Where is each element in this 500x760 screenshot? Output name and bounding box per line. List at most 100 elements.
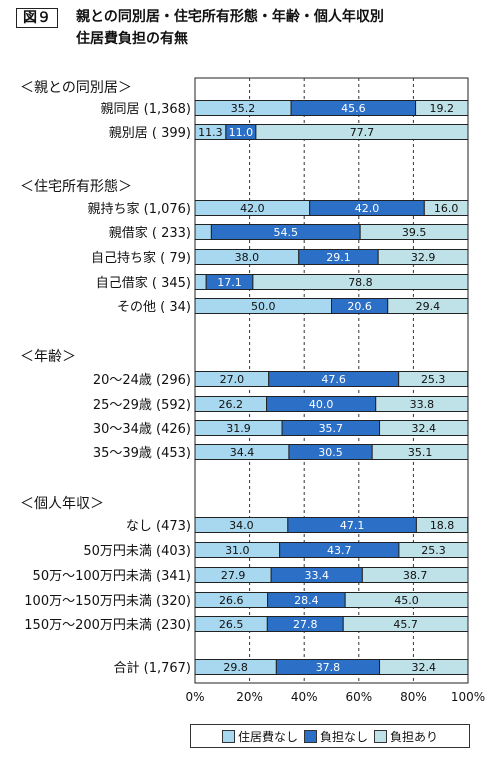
bar-segment: [194, 274, 207, 290]
data-label: 29.8: [223, 661, 248, 674]
row-label: 20～24歳 (296): [93, 373, 191, 388]
bar-segment: [415, 100, 469, 116]
row-label: 親持ち家 (1,076): [88, 201, 192, 217]
x-tick-label: 20%: [236, 690, 263, 704]
data-label: 29.1: [326, 251, 351, 264]
row-label: 親別居 ( 399): [109, 126, 191, 141]
row-label: 自己持ち家 ( 79): [91, 250, 191, 266]
data-label: 45.0: [394, 594, 419, 607]
data-label: 26.2: [219, 398, 244, 411]
x-tick-label: 60%: [345, 690, 372, 704]
data-label: 47.6: [321, 373, 346, 386]
bar-segment: [359, 224, 469, 240]
legend-item-none: 住居費なし: [221, 728, 298, 745]
bar-segment: [379, 659, 469, 675]
data-label: 45.6: [341, 102, 366, 115]
data-label: 50.0: [251, 300, 276, 313]
row-label: 親借家 ( 233): [109, 225, 191, 241]
row-label: 自己借家 ( 345): [96, 275, 191, 291]
bar-segment: [361, 567, 469, 583]
data-label: 37.8: [316, 661, 341, 674]
x-tick-label: 0%: [185, 690, 204, 704]
x-tick-label: 40%: [291, 690, 318, 704]
row-label: なし (473): [126, 519, 191, 534]
data-label: 39.5: [402, 226, 427, 239]
row-label: 150万～200万円未満 (230): [24, 618, 191, 633]
data-label: 77.7: [350, 126, 375, 139]
bar-segment: [371, 444, 469, 460]
bar-segment: [344, 592, 469, 608]
data-label: 29.4: [416, 300, 441, 313]
data-label: 40.0: [309, 398, 334, 411]
data-label: 33.8: [410, 398, 435, 411]
data-label: 38.7: [403, 569, 428, 582]
legend-swatch-burden: [374, 729, 387, 743]
data-label: 31.9: [226, 422, 251, 435]
data-label: 26.5: [219, 618, 244, 631]
row-label: 50万円未満 (403): [83, 544, 191, 559]
legend-item-burden: 負担あり: [374, 728, 438, 745]
row-label: 親同居 (1,368): [101, 102, 192, 117]
bar-segment: [194, 224, 212, 240]
legend-label-burden: 負担あり: [390, 729, 439, 744]
data-label: 32.9: [411, 251, 436, 264]
data-label: 30.5: [318, 446, 343, 459]
data-label: 27.8: [293, 618, 318, 631]
x-tick-label: 80%: [400, 690, 427, 704]
group-heading: ＜個人年収＞: [20, 496, 104, 512]
legend: 住居費なし 負担なし 負担あり: [190, 724, 470, 748]
data-label: 25.3: [421, 373, 446, 386]
data-label: 78.8: [348, 276, 373, 289]
data-label: 26.6: [219, 594, 244, 607]
row-label: 35～39歳 (453): [93, 446, 191, 461]
group-heading: ＜住宅所有形態＞: [20, 179, 132, 195]
legend-label-no-burden: 負担なし: [319, 729, 368, 744]
data-label: 17.1: [217, 276, 242, 289]
data-label: 33.4: [305, 569, 330, 582]
data-label: 42.0: [240, 202, 265, 215]
data-label: 31.0: [225, 544, 250, 557]
data-label: 45.7: [393, 618, 418, 631]
stacked-bar-chart: 0% 20% 40% 60% 80% 100% ＜親との同別居＞ 親同居 (1,368) 35.…: [20, 77, 485, 704]
legend-item-no-burden: 負担なし: [303, 728, 368, 745]
data-label: 16.0: [434, 202, 459, 215]
data-label: 27.0: [220, 373, 245, 386]
data-label: 28.4: [294, 594, 319, 607]
legend-label-none: 住居費なし: [237, 729, 298, 744]
row-label: 50万～100万円未満 (341): [33, 569, 191, 584]
data-label: 25.3: [421, 544, 446, 557]
row-label: その他 ( 34): [117, 300, 191, 315]
row-label: 合計 (1,767): [114, 660, 192, 676]
data-label: 42.0: [355, 202, 380, 215]
chart-title-line2: 住居費負担の有無: [76, 31, 188, 47]
data-label: 32.4: [412, 661, 437, 674]
bar-segment: [398, 371, 469, 387]
data-label: 47.1: [340, 519, 365, 532]
x-tick-label: 100%: [451, 690, 485, 704]
group-heading: ＜年齢＞: [20, 349, 76, 365]
bar-segment: [342, 616, 469, 632]
bar-segment: [387, 298, 469, 314]
data-label: 20.6: [347, 300, 372, 313]
row-label: 30～34歳 (426): [93, 422, 191, 437]
row-label: 100万～150万円未満 (320): [24, 594, 191, 609]
bar-segment: [375, 396, 469, 412]
data-label: 19.2: [430, 102, 455, 115]
data-label: 34.4: [230, 446, 255, 459]
bar-segment: [423, 200, 469, 216]
data-label: 35.7: [319, 422, 344, 435]
bar-segment: [377, 249, 469, 265]
legend-swatch-no-burden: [303, 729, 317, 743]
data-label: 11.3: [198, 126, 223, 139]
data-label: 35.2: [231, 102, 256, 115]
chart-title-line1: 親との同別居・住宅所有形態・年齢・個人年収別: [76, 9, 384, 25]
data-label: 18.8: [430, 519, 455, 532]
bar-segment: [379, 420, 469, 436]
bar-segment: [252, 274, 469, 290]
bar-segment: [415, 517, 469, 533]
group-heading: ＜親との同別居＞: [20, 80, 132, 96]
legend-swatch-none: [221, 729, 235, 743]
data-label: 43.7: [327, 544, 352, 557]
data-label: 54.5: [274, 226, 299, 239]
data-label: 27.9: [221, 569, 246, 582]
